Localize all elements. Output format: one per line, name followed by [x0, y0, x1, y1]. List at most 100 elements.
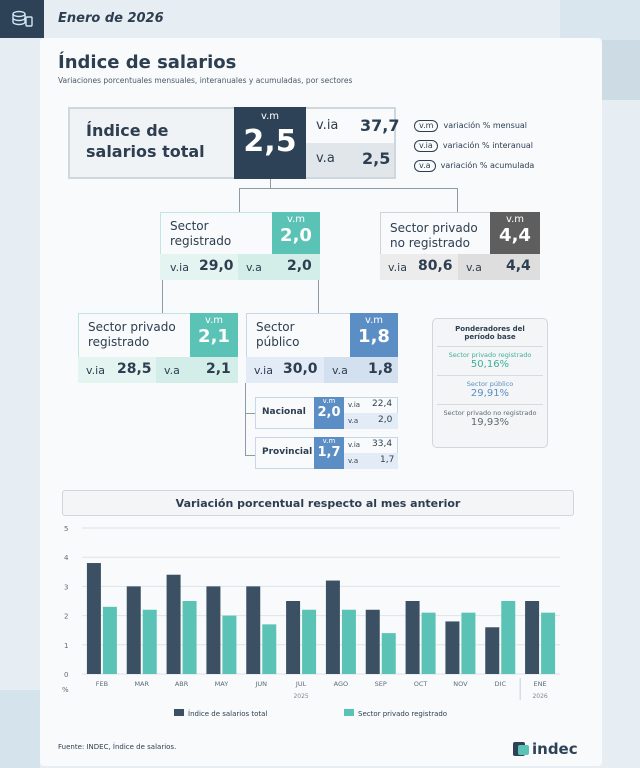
total-vm-block: v.m 2,5 [234, 107, 306, 179]
y-tick-label: 5 [64, 525, 68, 533]
provincial-label: Provincial [262, 447, 313, 457]
x-tick-label: DIC [495, 680, 507, 688]
bar-total-ene [525, 601, 540, 674]
total-vm-value: 2,5 [243, 124, 297, 159]
legend-va-pill: v.a [414, 160, 436, 172]
bar-total-sep [365, 609, 380, 674]
sector-privado-registrado-va-value: 2,1 [206, 361, 231, 377]
total-label-line2: salarios total [86, 142, 205, 161]
legend-via: v.ia variación % interanual [414, 133, 533, 152]
bar-privado-registrado-feb [102, 606, 117, 674]
total-vm-label: v.m [260, 111, 280, 122]
connector-line [162, 258, 163, 313]
ponderadores-title-line1: Ponderadores del [455, 325, 525, 333]
sector-no-registrado-via-label: v.ia [388, 261, 407, 274]
provincial-va-cell [344, 453, 398, 469]
nacional-vm-value: 2,0 [317, 405, 341, 420]
ponderadores-panel: Ponderadores del período base Sector pri… [432, 318, 548, 448]
sector-privado-registrado-label: Sector privado registrado [88, 320, 176, 350]
ponderadores-title-line2: período base [464, 333, 516, 341]
sector-publico-va-label: v.a [332, 364, 348, 377]
sector-no-registrado-label: Sector privado no registrado [390, 221, 478, 251]
indec-logo-icon [512, 740, 530, 762]
total-va-label: v.a [316, 151, 335, 166]
nacional-vm-label: v.m [322, 397, 336, 405]
provincial-via-value: 33,4 [372, 439, 393, 449]
divider [437, 346, 543, 347]
sector-publico-vm-value: 1,8 [358, 326, 390, 347]
provincial-va-value: 1,7 [380, 455, 395, 465]
x-tick-label: NOV [453, 680, 468, 688]
sector-no-registrado-vm-block: v.m 4,4 [490, 212, 540, 254]
bar-privado-registrado-jun [262, 624, 277, 674]
sector-no-registrado-va-cell [458, 254, 540, 280]
provincial-va-label: v.a [348, 457, 359, 465]
bar-total-ago [325, 580, 340, 674]
connector-line [245, 413, 255, 414]
sector-no-registrado-va-label: v.a [466, 261, 482, 274]
sector-publico-vm-label: v.m [364, 315, 384, 326]
ponderador-publico-label: Sector público [466, 380, 514, 388]
ponderador-privado-registrado-label: Sector privado registrado [448, 351, 532, 359]
connector-line [318, 280, 319, 313]
page-subtitle: Variaciones porcentuales mensuales, inte… [58, 76, 353, 85]
ponderador-publico-value: 29,91% [470, 388, 510, 399]
bar-total-jul [286, 601, 301, 674]
stacked-coins-icon [12, 10, 33, 27]
decor-tile [0, 690, 40, 768]
connector-line [239, 188, 240, 213]
divider [437, 375, 543, 376]
sector-privado-registrado-vm-label: v.m [204, 315, 224, 326]
divider [437, 404, 543, 405]
sector-privado-registrado-vm-block: v.m 2,1 [190, 313, 238, 357]
nacional-via-label: v.ia [348, 401, 361, 409]
chart-title: Variación porcentual respecto al mes ant… [62, 490, 574, 516]
bar-total-feb [86, 563, 101, 674]
nacional-vm-block: v.m 2,0 [314, 397, 344, 429]
sector-publico-line1: Sector [256, 320, 295, 334]
bar-privado-registrado-jul [302, 609, 317, 674]
sector-publico-label: Sector público [256, 320, 299, 350]
bar-privado-registrado-abr [182, 601, 197, 674]
connector-line [245, 383, 246, 456]
sector-registrado-vm-label: v.m [286, 214, 306, 225]
sector-no-registrado-line1: Sector privado [390, 221, 478, 235]
nacional-va-cell [344, 413, 398, 429]
total-via-label: v.ia [316, 118, 339, 133]
x-tick-label: MAR [134, 680, 149, 688]
x-tick-label: JUL [295, 680, 307, 688]
sector-registrado-via-value: 29,0 [199, 258, 234, 274]
bar-privado-registrado-may [222, 615, 237, 674]
indec-brand: indec [532, 740, 578, 758]
sector-privado-registrado-va-cell [156, 357, 238, 383]
x-tick-label: FEB [96, 680, 108, 688]
y-tick-label: 2 [64, 613, 68, 621]
decor-tile [596, 40, 640, 100]
sector-registrado-vm-block: v.m 2,0 [272, 212, 320, 254]
ponderador-no-registrado-value: 19,93% [470, 417, 510, 428]
y-tick-label: 4 [64, 554, 69, 562]
legend-vm-text: variación % mensual [443, 121, 528, 130]
x-tick-label: JUN [254, 680, 267, 688]
sector-no-registrado-vm-value: 4,4 [499, 225, 531, 246]
bar-total-mar [126, 586, 141, 674]
connector-line [239, 188, 458, 189]
bar-total-nov [445, 621, 460, 674]
sector-privado-registrado-vm-value: 2,1 [198, 326, 230, 347]
bar-total-jun [246, 586, 261, 674]
total-label-line1: Índice de [86, 121, 169, 140]
page-title: Índice de salarios [58, 52, 237, 73]
legend-va: v.a variación % acumulada [414, 153, 534, 172]
connector-line [457, 188, 458, 213]
total-index-label: Índice de salarios total [86, 120, 226, 162]
nacional-via-value: 22,4 [372, 399, 393, 409]
y-axis-unit: % [62, 686, 69, 694]
nacional-va-label: v.a [348, 417, 359, 425]
sector-privado-registrado-line1: Sector privado [88, 320, 176, 334]
sector-registrado-vm-value: 2,0 [280, 225, 312, 246]
legend-va-text: variación % acumulada [440, 161, 535, 170]
bar-privado-registrado-ene [541, 612, 556, 674]
sector-no-registrado-line2: no registrado [390, 236, 470, 250]
sector-publico-va-value: 1,8 [368, 361, 393, 377]
bar-total-abr [166, 574, 181, 674]
